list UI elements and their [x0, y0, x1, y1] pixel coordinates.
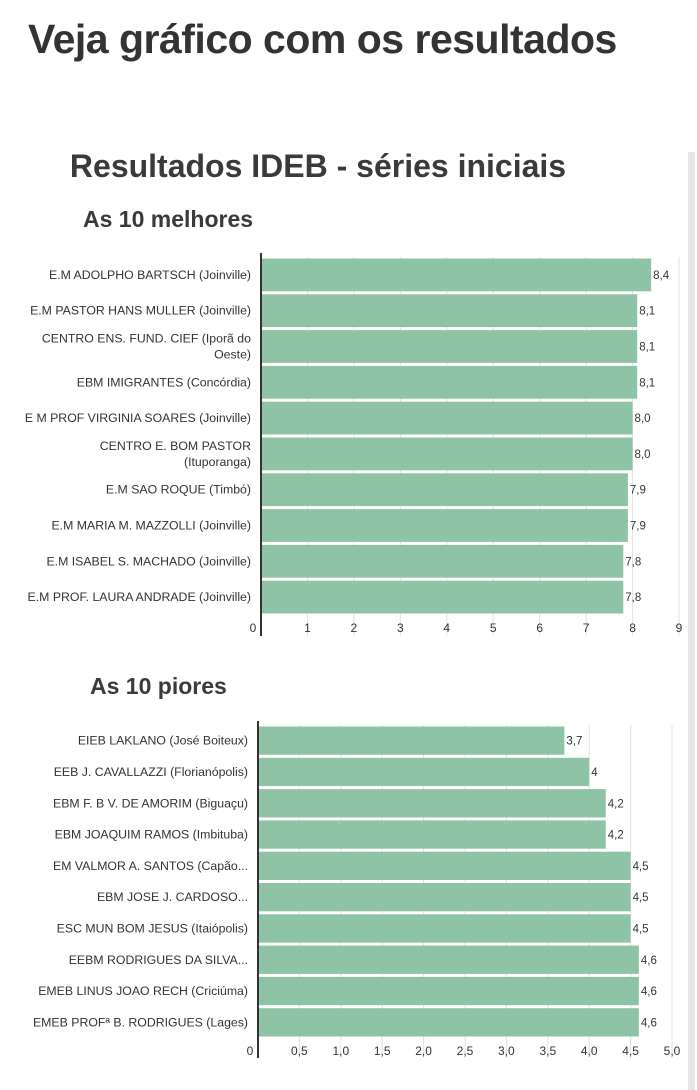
bottom10-tick-label: 4,5 [622, 1044, 639, 1058]
top10-value-label: 7,8 [625, 592, 641, 604]
bottom10-tick-label: 3,5 [539, 1044, 556, 1058]
bottom10-tick-label: 2,0 [415, 1044, 432, 1058]
bottom10-bar [258, 789, 606, 818]
bottom10-value-label: 4,6 [641, 986, 657, 998]
top10-value-label: 7,9 [630, 521, 646, 533]
bottom10-bar [258, 914, 631, 943]
top10-bar [261, 401, 633, 435]
top10-bar [261, 330, 638, 363]
top10-category-label: E M PROF VIRGINIA SOARES (Joinville) [25, 411, 251, 425]
bottom10-tick-label: 4,0 [581, 1044, 598, 1058]
bottom10-title: As 10 piores [90, 673, 227, 699]
bottom10-tick-label: 3,0 [498, 1044, 515, 1058]
top10-bar [261, 258, 652, 292]
bottom10-category-label: EM VALMOR A. SANTOS (Capão... [53, 859, 248, 873]
top10-category-label: E.M ADOLPHO BARTSCH (Joinville) [49, 268, 251, 282]
bottom10-tick-label: 1,5 [374, 1044, 391, 1058]
bottom10-value-label: 4 [591, 767, 598, 779]
card-edge-divider [688, 152, 695, 1090]
bottom10-category-label: ESC MUN BOM JESUS (Itaiópolis) [57, 921, 248, 935]
top10-category-label: E.M PROF. LAURA ANDRADE (Joinville) [28, 590, 251, 604]
bottom10-tick-label: 0,5 [291, 1044, 308, 1058]
bottom10-value-label: 4,5 [633, 892, 649, 904]
bottom10-category-label: EMEB PROFª B. RODRIGUES (Lages) [33, 1015, 248, 1029]
top10-bar [261, 294, 638, 328]
top10-category-label: E.M PASTOR HANS MULLER (Joinville) [30, 304, 251, 318]
chart-title: Resultados IDEB - séries iniciais [69, 148, 567, 184]
top10-bar [261, 580, 624, 614]
bottom10-bar [258, 945, 639, 974]
top10-tick-label: 6 [536, 621, 543, 635]
top10-category-label: E.M ISABEL S. MACHADO (Joinville) [46, 554, 251, 568]
bottom10-bar [258, 757, 590, 787]
top10-value-label: 8,0 [635, 413, 651, 425]
bottom10-value-label: 3,7 [566, 736, 582, 748]
bottom10-category-label: EBM JOAQUIM RAMOS (Imbituba) [55, 828, 248, 842]
bottom10-chart: 3,7 EIEB LAKLANO (José Boiteux) 4 EEB J. CA… [33, 721, 681, 1058]
top10-bar [261, 473, 628, 507]
bottom10-tick-label: 0 [247, 1044, 254, 1058]
bottom10-value-label: 4,2 [608, 798, 624, 810]
top10-category-label: E.M SAO ROQUE (Timbó) [106, 483, 251, 497]
top10-category-label: EBM IMIGRANTES (Concórdia) [77, 375, 251, 389]
top10-tick-label: 4 [443, 621, 450, 635]
bottom10-category-label: EBM JOSE J. CARDOSO... [97, 890, 248, 904]
top10-value-label: 8,4 [653, 270, 670, 282]
top10-tick-label: 3 [397, 621, 404, 635]
bottom10-tick-label: 2,5 [457, 1044, 474, 1058]
bottom10-value-label: 4,2 [608, 830, 624, 842]
bottom10-bar [258, 726, 565, 755]
bottom10-category-label: EBM F. B V. DE AMORIM (Biguaçu) [53, 796, 248, 810]
top10-bar [261, 437, 633, 471]
top10-category-label: CENTRO E. BOM PASTOR [100, 439, 251, 453]
bottom10-value-label: 4,6 [641, 1017, 657, 1029]
top10-chart: 8,4 E.M ADOLPHO BARTSCH (Joinville) 8,1 E.M… [25, 253, 683, 636]
top10-tick-label: 1 [304, 621, 311, 635]
top10-tick-label: 8 [629, 621, 636, 635]
top10-category-label: Oeste) [214, 348, 251, 362]
bottom10-bar [258, 976, 639, 1006]
bottom10-bar [258, 820, 606, 849]
bottom10-category-label: EMEB LINUS JOAO RECH (Criciúma) [38, 984, 248, 998]
top10-category-label: (Ituporanga) [184, 455, 251, 469]
top10-value-label: 8,1 [639, 306, 655, 318]
bottom10-tick-label: 1,0 [332, 1044, 349, 1058]
top10-tick-label: 2 [351, 621, 358, 635]
top10-bar [261, 509, 628, 542]
top10-value-label: 7,9 [630, 485, 646, 497]
top10-value-label: 8,1 [639, 342, 655, 354]
top10-value-label: 7,8 [625, 556, 641, 568]
bottom10-category-label: EIEB LAKLANO (José Boiteux) [78, 734, 248, 748]
top10-tick-label: 0 [250, 621, 257, 635]
top10-bar [261, 365, 638, 399]
top10-bar [261, 544, 624, 578]
top10-title: As 10 melhores [83, 206, 254, 232]
page-heading: Veja gráfico com os resultados [28, 16, 617, 62]
top10-tick-label: 5 [490, 621, 497, 635]
bottom10-bar [258, 1008, 639, 1037]
bottom10-value-label: 4,5 [633, 923, 649, 935]
top10-tick-label: 9 [676, 621, 683, 635]
bottom10-tick-label: 5,0 [664, 1044, 681, 1058]
bottom10-category-label: EEB J. CAVALLAZZI (Florianópolis) [54, 765, 248, 779]
top10-category-label: E.M MARIA M. MAZZOLLI (Joinville) [51, 519, 251, 533]
top10-category-label: CENTRO ENS. FUND. CIEF (Iporã do [42, 332, 251, 346]
bottom10-value-label: 4,5 [633, 861, 649, 873]
top10-tick-label: 7 [583, 621, 590, 635]
top10-value-label: 8,0 [635, 449, 651, 461]
top10-value-label: 8,1 [639, 377, 655, 389]
bottom10-bar [258, 851, 631, 880]
bottom10-value-label: 4,6 [641, 955, 657, 967]
bottom10-bar [258, 883, 631, 912]
bottom10-category-label: EEBM RODRIGUES DA SILVA... [69, 953, 248, 967]
